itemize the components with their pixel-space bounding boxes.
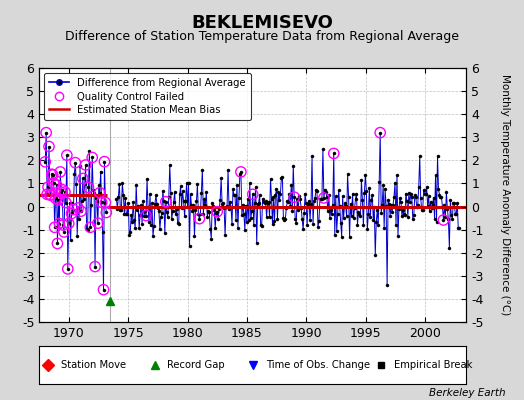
Text: Time of Obs. Change: Time of Obs. Change [266, 360, 370, 370]
Point [81, 162, 90, 168]
Point [102, 209, 111, 216]
Point [48, 171, 56, 178]
Point [58, 186, 67, 193]
Point [330, 150, 338, 157]
Text: Empirical Break: Empirical Break [394, 360, 472, 370]
Point [54, 196, 62, 203]
Point [47, 192, 55, 198]
Point [91, 263, 99, 270]
Point [97, 199, 106, 206]
Point [77, 208, 85, 214]
Point [213, 208, 221, 215]
Point [61, 189, 69, 195]
Point [95, 190, 104, 196]
Point [94, 220, 102, 226]
Point [46, 192, 54, 198]
Point [50, 224, 59, 230]
Point [51, 195, 60, 202]
Point [42, 130, 50, 136]
Point [86, 224, 94, 230]
Point [79, 175, 87, 182]
Point [55, 220, 63, 227]
Point [59, 222, 67, 228]
Point [142, 212, 150, 219]
Point [44, 184, 52, 190]
Point [248, 191, 257, 198]
Point [71, 160, 80, 166]
Point [100, 158, 108, 165]
Point [56, 169, 64, 175]
Point [62, 199, 70, 206]
Point [101, 199, 110, 206]
Point [376, 130, 385, 136]
Point [45, 143, 53, 150]
Point [43, 191, 51, 198]
Text: Difference of Station Temperature Data from Regional Average: Difference of Station Temperature Data f… [65, 30, 459, 43]
Point [60, 229, 68, 235]
Y-axis label: Monthly Temperature Anomaly Difference (°C): Monthly Temperature Anomaly Difference (… [500, 74, 510, 316]
Point [63, 152, 71, 158]
Point [49, 172, 57, 178]
Point [100, 286, 108, 293]
Text: Record Gap: Record Gap [167, 360, 225, 370]
Point [63, 266, 72, 272]
Text: BEKLEMISEVO: BEKLEMISEVO [191, 14, 333, 32]
Text: Berkeley Earth: Berkeley Earth [429, 388, 506, 398]
Point [195, 216, 204, 222]
Point [49, 180, 58, 186]
Point [57, 189, 66, 196]
Legend: Difference from Regional Average, Quality Control Failed, Estimated Station Mean: Difference from Regional Average, Qualit… [45, 73, 251, 120]
Point [88, 154, 96, 161]
Text: Station Move: Station Move [61, 360, 126, 370]
Point [290, 194, 299, 200]
Point [68, 210, 76, 217]
Point [64, 220, 73, 227]
Point [84, 184, 93, 191]
Point [69, 206, 78, 213]
Point [320, 195, 328, 201]
Point [53, 240, 62, 247]
Point [52, 182, 61, 188]
Point [237, 169, 245, 175]
Point [41, 159, 49, 165]
Point [161, 198, 170, 205]
Point [439, 217, 447, 223]
Point [74, 205, 82, 211]
